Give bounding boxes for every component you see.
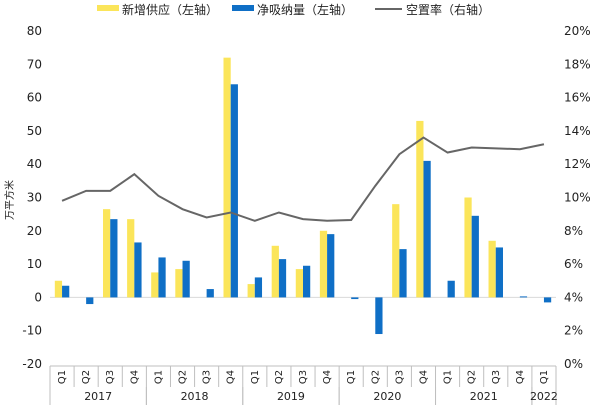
y-right-tick-label: 2% [564,324,583,338]
x-tick-label: Q3 [394,370,405,384]
legend: 新增供应（左轴） 净吸纳量（左轴） 空置率（右轴） [97,2,490,17]
y-right-tick-label: 14% [564,124,591,138]
x-tick-label: Q1 [539,370,550,384]
y-left-tick-label: 70 [27,57,42,71]
supply-bar [103,209,111,298]
x-tick-label: Q4 [129,370,140,384]
x-tick-label: Q1 [153,370,164,384]
supply-bar [175,269,183,298]
x-tick-label: Q2 [178,370,189,384]
supply-bar [464,197,472,298]
x-tick-label: Q1 [250,370,261,384]
vacancy-rate-line [61,136,545,222]
x-tick-label: Q2 [274,370,285,384]
y-left-tick-label: 20 [27,224,42,238]
absorption-bar [254,277,263,298]
absorption-bar [423,160,431,298]
supply-bar [319,230,328,298]
y-right-tick-label: 18% [564,57,591,71]
absorption-bar [110,219,118,298]
x-tick-label: Q2 [467,370,478,384]
y-left-tick-label: 40 [27,157,42,171]
x-tick-label: Q4 [418,370,429,384]
y-right-tick-label: 8% [564,224,583,238]
absorption-bar [543,297,552,303]
supply-bar [392,204,400,298]
supply-bar [247,284,255,298]
y-right-tick-label: 10% [564,191,591,205]
supply-bar [127,219,135,298]
y-left-tick-label: 80 [27,24,42,38]
y-left-tick-label: -10 [22,324,42,338]
absorption-bar [399,249,407,298]
legend-label-supply: 新增供应（左轴） [122,2,218,17]
absorption-bar [375,297,383,335]
year-label: 2021 [470,390,498,403]
supply-bar [488,240,496,298]
y-left-tick-label: -20 [22,357,42,371]
absorption-bar [351,297,359,300]
absorption-bar [86,297,94,305]
y-right-tick-label: 20% [564,24,591,38]
year-label: 2019 [277,390,305,403]
supply-bar [295,269,303,298]
absorption-bar [62,285,70,298]
supply-bar [223,57,231,298]
supply-bar [271,245,279,298]
absorption-bar [158,257,166,298]
x-tick-label: Q3 [491,370,502,384]
absorption-bar [495,247,503,298]
year-label: 2022 [530,390,558,403]
axes: -20 -10 0 10 20 30 40 50 60 70 80 0% 2% 4% 6% 8% 10% 12% 1… [22,24,590,371]
x-tick-label: Q3 [105,370,116,384]
y-right-tick-label: 4% [564,290,583,304]
x-tick-label: Q4 [322,370,333,384]
y-axis-label: 万平方米 [3,180,16,220]
legend-swatch-supply [97,5,119,11]
x-tick-label: Q3 [298,370,309,384]
absorption-bar [519,296,528,298]
legend-label-vacancy: 空置率（右轴） [406,2,490,17]
year-label: 2020 [373,390,401,403]
y-right-tick-label: 0% [564,357,583,371]
year-label: 2017 [84,390,112,403]
legend-swatch-absorption [232,5,254,11]
bars [54,57,552,335]
absorption-bar [471,215,479,298]
y-left-tick-label: 10 [27,257,42,271]
year-label: 2018 [181,390,209,403]
x-tick-label: Q4 [226,370,237,384]
supply-bar [416,120,424,298]
x-tick-label: Q1 [346,370,357,384]
y-right-tick-label: 12% [564,157,591,171]
absorption-bar [447,280,455,298]
y-right-tick-label: 6% [564,257,583,271]
y-left-tick-label: 60 [27,91,42,105]
absorption-bar [327,234,335,298]
y-right-tick-label: 16% [564,91,591,105]
x-tick-label: Q4 [515,370,526,384]
x-tick-label: Q1 [57,370,68,384]
absorption-bar [230,84,238,298]
absorption-bar [182,260,190,298]
absorption-bar [134,242,142,298]
supply-bar [54,280,63,298]
absorption-bar [303,265,311,298]
absorption-bar [278,259,287,298]
x-tick-label: Q1 [443,370,454,384]
vacancy-line-group [61,136,545,222]
supply-bar [151,272,159,298]
x-tick-label: Q2 [370,370,381,384]
x-tick-label: Q3 [202,370,213,384]
x-tick-label: Q2 [81,370,92,384]
legend-label-absorption: 净吸纳量（左轴） [257,2,353,17]
x-axis: Q1 Q2 Q3 Q4 Q1 Q2 Q3 Q4 Q1 Q2 Q3 Q4 Q1 Q2 Q3 Q4 Q1 Q2 Q3 Q4… [49,365,558,405]
absorption-bar [206,289,214,298]
y-left-tick-label: 30 [27,191,42,205]
y-left-tick-label: 50 [27,124,42,138]
y-left-tick-label: 0 [34,290,42,304]
